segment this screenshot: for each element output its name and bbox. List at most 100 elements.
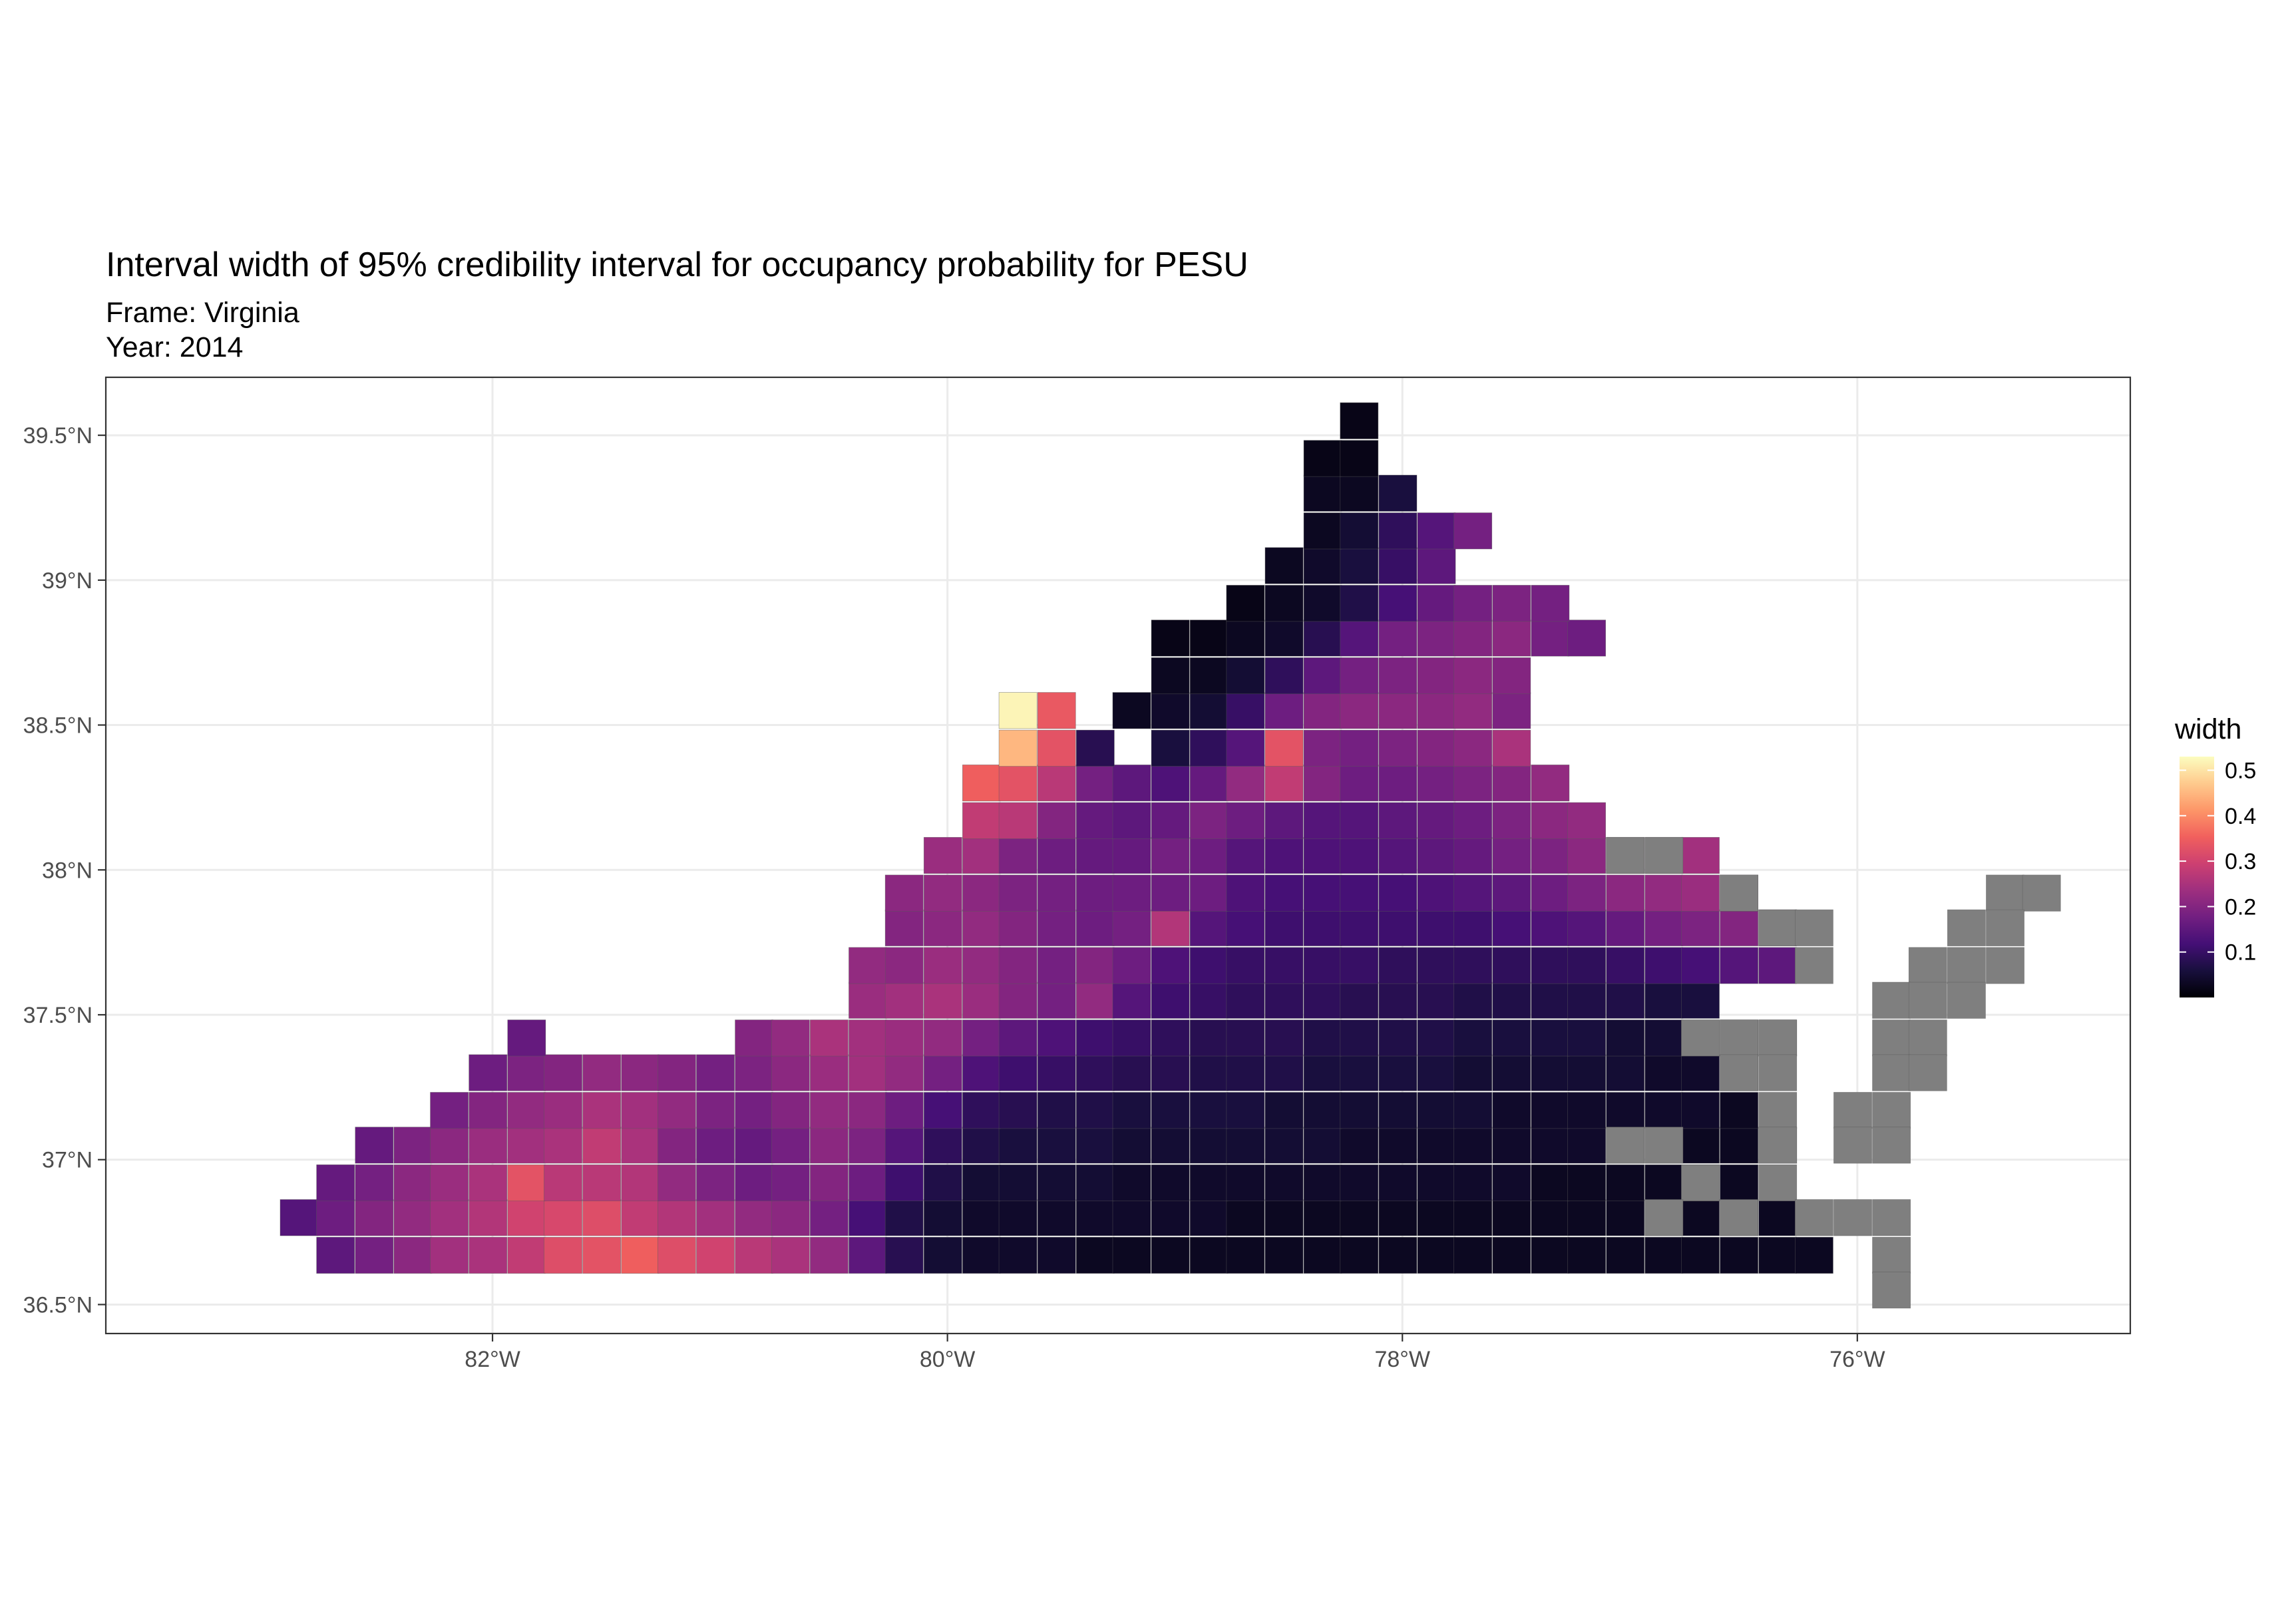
missing-cell xyxy=(1758,1019,1798,1057)
y-tick-label: 37.5°N xyxy=(23,1003,93,1028)
heatmap-cell xyxy=(1151,1164,1190,1202)
heatmap-cell xyxy=(1340,982,1379,1019)
heatmap-cell xyxy=(998,729,1038,767)
heatmap-cell xyxy=(1340,765,1379,802)
heatmap-cell xyxy=(849,1236,887,1274)
missing-cell xyxy=(1644,1127,1684,1164)
heatmap-cell xyxy=(658,1164,696,1202)
heatmap-cell xyxy=(810,1092,849,1129)
heatmap-cell xyxy=(1417,1164,1456,1202)
heatmap-cell xyxy=(998,982,1038,1019)
heatmap-cell xyxy=(1151,836,1190,874)
heatmap-cell xyxy=(1037,1164,1076,1202)
heatmap-cell xyxy=(1378,947,1418,984)
heatmap-cell xyxy=(1303,474,1342,512)
heatmap-cell xyxy=(1151,620,1190,657)
heatmap-cell xyxy=(1567,1019,1606,1057)
heatmap-cell xyxy=(1037,1092,1076,1129)
heatmap-cell xyxy=(1303,765,1342,802)
missing-cell xyxy=(1833,1127,1872,1164)
heatmap-cell xyxy=(544,1236,582,1274)
heatmap-cell xyxy=(1303,692,1342,729)
heatmap-cell xyxy=(1567,836,1606,874)
heatmap-cell xyxy=(658,1092,696,1129)
heatmap-cell xyxy=(1378,1054,1418,1091)
heatmap-cell xyxy=(1378,874,1418,912)
heatmap-cell xyxy=(1567,909,1606,946)
heatmap-cell xyxy=(1644,982,1684,1019)
heatmap-cell xyxy=(1567,874,1606,912)
missing-cell xyxy=(2022,874,2061,912)
missing-cell xyxy=(1720,1019,1758,1057)
heatmap-cell xyxy=(771,1199,810,1236)
heatmap-cell xyxy=(962,874,1001,912)
missing-cell xyxy=(1947,909,1986,946)
heatmap-cell xyxy=(1226,874,1265,912)
heatmap-cell xyxy=(1567,982,1606,1019)
heatmap-cell xyxy=(507,1019,546,1057)
heatmap-cell xyxy=(1075,982,1115,1019)
heatmap-cell xyxy=(998,802,1038,839)
missing-cell xyxy=(1908,1019,1947,1057)
heatmap-cell xyxy=(962,765,1001,802)
heatmap-cell xyxy=(1303,909,1342,946)
heatmap-cell xyxy=(1644,1019,1684,1057)
heatmap-cell xyxy=(810,1019,849,1057)
heatmap-cell xyxy=(582,1054,622,1091)
heatmap-cell xyxy=(582,1236,622,1274)
heatmap-cell xyxy=(316,1236,355,1274)
heatmap-cell xyxy=(1720,909,1758,946)
heatmap-cell xyxy=(1531,802,1570,839)
heatmap-cell xyxy=(1112,1164,1151,1202)
heatmap-cell xyxy=(1492,874,1531,912)
heatmap-cell xyxy=(1378,802,1418,839)
heatmap-cell xyxy=(998,1054,1038,1091)
heatmap-cell xyxy=(1151,1199,1190,1236)
heatmap-cell xyxy=(1567,1199,1606,1236)
heatmap-cell xyxy=(1112,1019,1151,1057)
heatmap-cell xyxy=(962,982,1001,1019)
heatmap-cell xyxy=(735,1019,774,1057)
heatmap-cell xyxy=(1075,1199,1115,1236)
heatmap-cell xyxy=(1453,1164,1493,1202)
heatmap-cell xyxy=(1340,1019,1379,1057)
missing-cell xyxy=(1908,947,1947,984)
heatmap-cell xyxy=(1340,1236,1379,1274)
heatmap-cell xyxy=(1378,836,1418,874)
heatmap-cell xyxy=(1151,1054,1190,1091)
heatmap-cell xyxy=(1417,620,1456,657)
heatmap-cell xyxy=(923,874,962,912)
heatmap-cell xyxy=(1531,1199,1570,1236)
heatmap-cell xyxy=(393,1164,433,1202)
heatmap-cell xyxy=(1303,1236,1342,1274)
heatmap-cell xyxy=(1417,512,1456,550)
heatmap-cell xyxy=(1453,585,1493,622)
heatmap-cell xyxy=(1453,982,1493,1019)
missing-cell xyxy=(1795,1199,1833,1236)
heatmap-cell xyxy=(923,1019,962,1057)
heatmap-cell xyxy=(1453,1127,1493,1164)
heatmap-cell xyxy=(849,947,887,984)
heatmap-cell xyxy=(1112,765,1151,802)
heatmap-cell xyxy=(1531,1019,1570,1057)
missing-cell xyxy=(1644,836,1684,874)
y-tick-label: 36.5°N xyxy=(23,1292,93,1318)
heatmap-cell xyxy=(1037,729,1076,767)
heatmap-cell xyxy=(1226,692,1265,729)
heatmap-cell xyxy=(1378,1127,1418,1164)
heatmap-cell xyxy=(884,1092,924,1129)
heatmap-cell xyxy=(621,1092,660,1129)
heatmap-cell xyxy=(1531,836,1570,874)
heatmap-cell xyxy=(1340,657,1379,695)
heatmap-cell xyxy=(1340,512,1379,550)
heatmap-cell xyxy=(1264,620,1304,657)
missing-cell xyxy=(1872,1272,1911,1309)
heatmap-cell xyxy=(696,1092,735,1129)
heatmap-cell xyxy=(355,1127,394,1164)
heatmap-cell xyxy=(621,1127,660,1164)
heatmap-cell xyxy=(582,1164,622,1202)
heatmap-cell xyxy=(1417,947,1456,984)
legend-ticks: 0.1 0.2 0.3 0.4 0.5 xyxy=(2180,758,2256,966)
x-tick-label: 78°W xyxy=(1374,1347,1430,1372)
heatmap-cell xyxy=(1112,947,1151,984)
